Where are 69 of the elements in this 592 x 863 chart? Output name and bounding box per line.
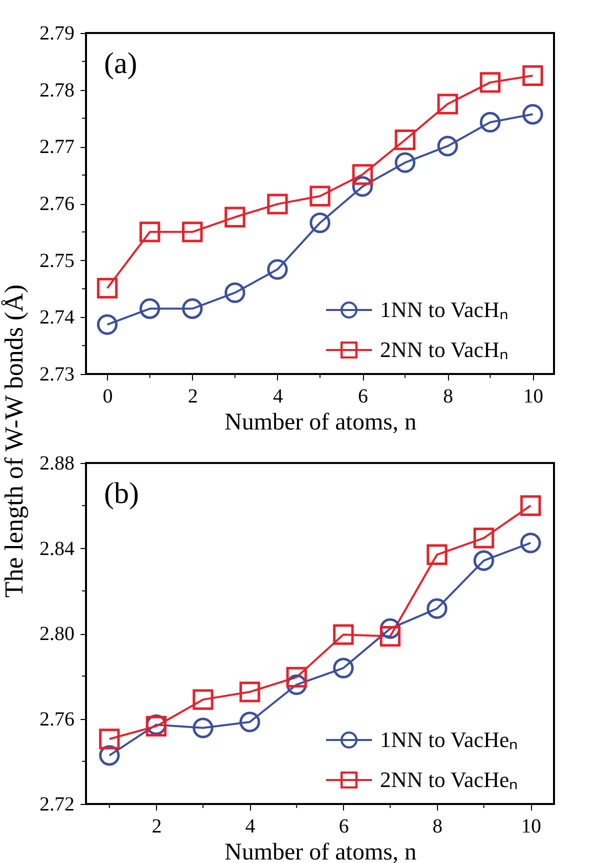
point [426,544,448,565]
y-tick-label: 2.76 [40,193,74,215]
point [310,212,330,234]
point [333,658,354,678]
x-tick-label: 4 [272,386,283,408]
x-axis-title: Number of atoms, n [224,840,416,863]
x-tick-label: 2 [188,386,198,408]
point [224,282,246,304]
point [520,495,541,516]
point [239,712,260,732]
y-tick-label: 2.77 [40,136,74,158]
y-tick-label: 2.74 [40,306,74,329]
legend-label: 1NN to VacHₙ [380,297,508,322]
point [182,298,203,319]
y-tick-label: 2.88 [40,452,74,474]
point [139,298,160,319]
x-tick-label: 2 [152,816,162,838]
y-tick-label: 2.80 [40,623,74,645]
x-tick-label: 4 [245,816,256,838]
point [286,666,307,688]
point [394,152,416,173]
point [426,598,448,619]
point [310,186,330,206]
point [352,176,373,197]
point [96,314,118,335]
legend-label: 2NN to VacHeₙ [380,767,518,792]
point [522,65,544,86]
point [333,624,354,645]
point [99,728,120,750]
annotation: (b) [104,477,139,510]
x-tick-label: 0 [102,386,113,408]
x-axis-title: Number of atoms, n [224,410,416,436]
point [480,112,501,133]
point [96,278,118,299]
point [437,94,458,114]
point [437,136,458,156]
y-axis-title: The length of W-W bonds (Å) [0,284,28,598]
point [224,206,246,228]
annotation: (a) [104,47,138,80]
legend-label: 1NN to VacHeₙ [380,727,518,752]
point [473,550,494,571]
point [520,532,541,554]
y-tick-label: 2.79 [40,22,74,44]
y-tick-label: 2.84 [40,538,74,560]
point [192,689,214,710]
point [380,626,401,647]
point [522,104,544,125]
point [239,682,260,702]
point [480,72,501,93]
y-tick-label: 2.76 [40,708,74,730]
point [267,259,288,280]
y-tick-label: 2.78 [40,79,74,102]
point [394,130,416,150]
x-tick-label: 6 [338,816,349,838]
point [139,222,160,242]
point [267,194,288,214]
y-tick-label: 2.72 [40,794,74,816]
x-tick-label: 8 [443,386,454,408]
point [192,718,214,738]
legend-label: 2NN to VacHₙ [380,337,508,362]
y-tick-label: 2.73 [40,364,74,386]
y-tick-label: 2.75 [40,250,74,272]
x-tick-label: 6 [358,386,368,408]
x-tick-label: 10 [521,816,542,838]
x-tick-label: 10 [523,386,544,408]
point [352,164,373,185]
point [473,528,494,548]
x-tick-label: 8 [432,816,442,838]
point [182,222,203,242]
